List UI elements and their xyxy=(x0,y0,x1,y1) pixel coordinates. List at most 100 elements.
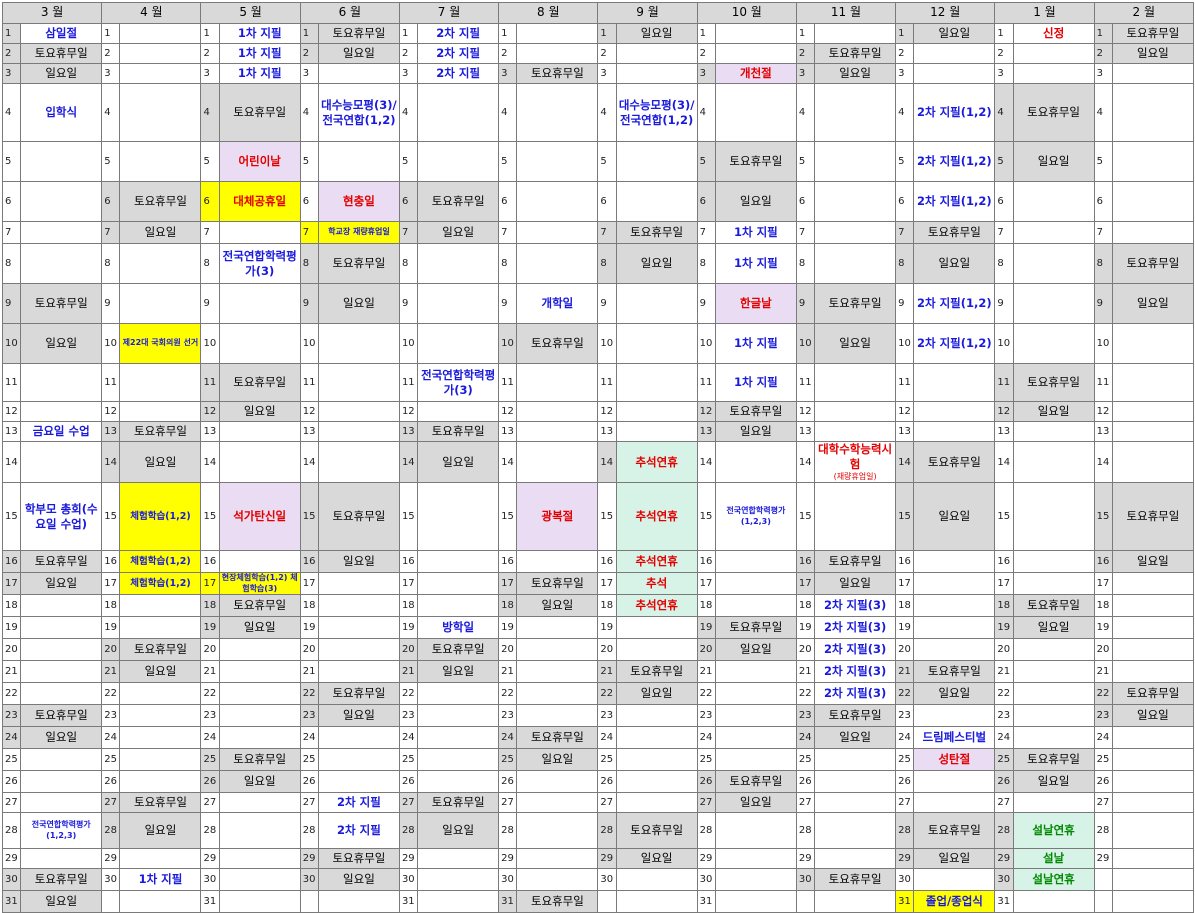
day-number: 2 xyxy=(101,43,121,64)
empty-day-cell xyxy=(516,770,599,794)
sunday-label: 일요일 xyxy=(417,221,500,244)
calendar-event: 설날 xyxy=(1012,848,1095,870)
empty-day-cell xyxy=(714,748,797,772)
day-number: 7 xyxy=(1,221,22,244)
day-number: 17 xyxy=(398,572,419,596)
day-number: 16 xyxy=(200,550,220,574)
day-number: 30 xyxy=(597,868,617,892)
month-header-9: 9 월 xyxy=(597,2,698,24)
day-number: 20 xyxy=(1,638,22,662)
day-number: 2 xyxy=(597,43,617,64)
empty-day-cell xyxy=(1012,660,1095,684)
empty-day-cell xyxy=(417,890,500,913)
calendar-event: 어린이날 xyxy=(218,141,301,182)
calendar-event: 2차 지필(3) xyxy=(814,594,897,618)
day-number: 26 xyxy=(895,770,915,794)
sunday-label: 일요일 xyxy=(615,243,698,284)
saturday-off-label: 토요휴무일 xyxy=(814,283,897,324)
day-number: 16 xyxy=(994,550,1014,574)
day-number: 10 xyxy=(200,323,220,364)
empty-day-cell xyxy=(1111,401,1195,422)
event-label: 현충일 xyxy=(343,194,375,209)
empty-day-cell xyxy=(218,682,301,706)
day-number: 10 xyxy=(895,323,915,364)
saturday-off-label: 토요휴무일 xyxy=(913,221,996,244)
day-number: 2 xyxy=(498,43,518,64)
empty-day-cell xyxy=(1111,748,1195,772)
day-number: 20 xyxy=(498,638,518,662)
day-number: 20 xyxy=(398,638,419,662)
day-number: 14 xyxy=(398,440,419,484)
day-number: 25 xyxy=(895,748,915,772)
day-number: 15 xyxy=(994,482,1014,552)
empty-day-cell xyxy=(20,792,103,814)
day-number: 4 xyxy=(795,83,816,142)
day-number: 5 xyxy=(895,141,915,182)
day-row: 19 19 19 일요일 19 19 방학일 19 19 19 토요휴무일 19 2차 지필(3) 19 1… xyxy=(1,616,1195,640)
day-number: 13 xyxy=(1,421,22,442)
empty-day-cell xyxy=(20,243,103,284)
day-number: 12 xyxy=(200,401,220,422)
day-number: 2 xyxy=(895,43,915,64)
day-number: 28 xyxy=(597,812,617,850)
day-number: 3 xyxy=(895,63,915,84)
day-number: 19 xyxy=(795,616,816,640)
day-number: 20 xyxy=(299,638,319,662)
empty-day-cell xyxy=(317,141,400,182)
day-number: 17 xyxy=(200,572,220,596)
day-number: 12 xyxy=(994,401,1014,422)
day-row: 8 8 8 전국연합학력평가(3) 8 토요휴무일 8 8 8 일요일 8 1차 지필 8 8 일요일 8 8 토… xyxy=(1,243,1195,284)
blank-cell xyxy=(317,890,400,913)
empty-day-cell xyxy=(516,141,599,182)
empty-day-cell xyxy=(615,748,698,772)
day-number: 12 xyxy=(696,401,716,422)
empty-day-cell xyxy=(714,572,797,596)
event-label: 대학수학능력시험 xyxy=(818,442,893,471)
day-number: 15 xyxy=(200,482,220,552)
sunday-label: 일요일 xyxy=(317,43,400,64)
day-number: 23 xyxy=(398,704,419,728)
day-number: 12 xyxy=(498,401,518,422)
empty-day-cell xyxy=(615,141,698,182)
day-number: 3 xyxy=(1093,63,1113,84)
event-label: 금요일 수업 xyxy=(32,424,90,439)
event-label: 졸업/종업식 xyxy=(925,894,983,909)
saturday-off-label: 토요휴무일 xyxy=(218,363,301,402)
day-number: 24 xyxy=(895,726,915,750)
empty-day-cell xyxy=(516,23,599,44)
day-number: 2 xyxy=(696,43,716,64)
saturday-off-label: 토요휴무일 xyxy=(119,638,202,662)
day-number: 22 xyxy=(895,682,915,706)
empty-day-cell xyxy=(20,848,103,870)
day-number: 8 xyxy=(498,243,518,284)
day-number: 23 xyxy=(895,704,915,728)
day-number: 26 xyxy=(696,770,716,794)
day-number: 16 xyxy=(795,550,816,574)
calendar-event: 삼일절 xyxy=(20,23,103,44)
day-number: 15 xyxy=(895,482,915,552)
day-number: 19 xyxy=(498,616,518,640)
empty-day-cell xyxy=(615,401,698,422)
sunday-label: 일요일 xyxy=(20,890,103,913)
saturday-off-label: 토요휴무일 xyxy=(1012,594,1095,618)
day-number: 18 xyxy=(1,594,22,618)
sunday-label: 일요일 xyxy=(1111,283,1195,324)
day-number: 27 xyxy=(498,792,518,814)
day-number: 3 xyxy=(696,63,716,84)
day-number: 25 xyxy=(398,748,419,772)
sunday-label: 일요일 xyxy=(317,868,400,892)
empty-day-cell xyxy=(814,812,897,850)
day-number: 25 xyxy=(1,748,22,772)
day-number: 19 xyxy=(895,616,915,640)
empty-day-cell xyxy=(1012,181,1095,222)
sunday-label: 일요일 xyxy=(516,594,599,618)
event-label: 추석연휴 xyxy=(635,598,678,613)
event-label: 성탄절 xyxy=(938,752,971,767)
day-number: 30 xyxy=(696,868,716,892)
blank-cell xyxy=(1111,890,1195,913)
day-number: 29 xyxy=(299,848,319,870)
day-row: 30 토요휴무일 30 1차 지필 30 30 일요일 30 30 30 30 30 토요휴무일 30 30… xyxy=(1,868,1195,892)
calendar-event: 1차 지필 xyxy=(218,43,301,64)
empty-day-cell xyxy=(417,848,500,870)
day-number: 24 xyxy=(200,726,220,750)
